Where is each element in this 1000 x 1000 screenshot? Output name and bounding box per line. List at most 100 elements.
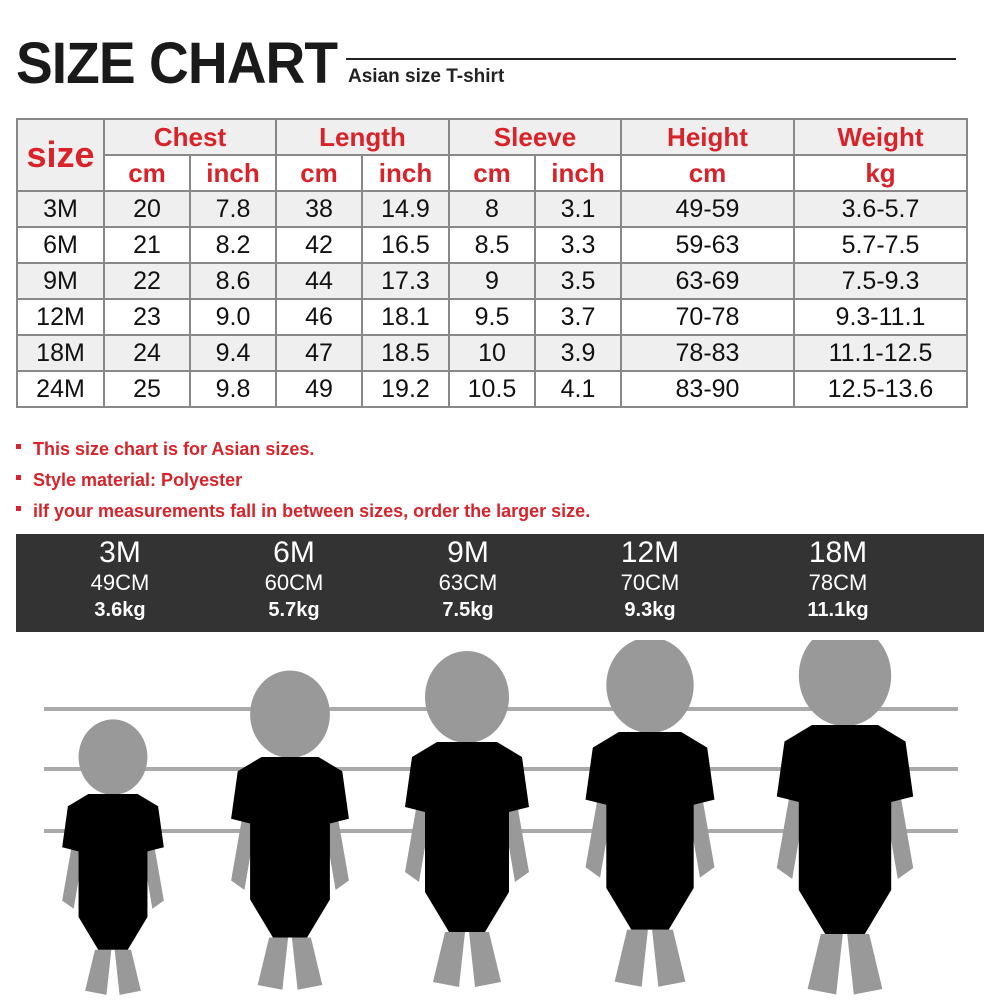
table-row: 24M 25 9.8 49 19.2 10.5 4.1 83-90 12.5-13.6: [16, 370, 968, 408]
table-cell: 10.5: [448, 370, 536, 408]
band-column: 3M 49CM 3.6kg: [50, 536, 190, 624]
height-header: Height: [620, 118, 795, 156]
table-cell: 3.3: [534, 226, 622, 264]
table-cell: 24: [103, 334, 191, 372]
table-cell: 18M: [16, 334, 105, 372]
sleeve-header: Sleeve: [448, 118, 622, 156]
band-weight: 7.5kg: [442, 599, 494, 621]
note-text: ilf your measurements fall in between si…: [33, 501, 591, 521]
table-cell: 22: [103, 262, 191, 300]
band-size: 12M: [620, 536, 680, 569]
table-cell: 9.4: [189, 334, 277, 372]
table-cell: 47: [275, 334, 363, 372]
unit-header: cm: [275, 154, 363, 192]
table-cell: 70-78: [620, 298, 795, 336]
band-column: 12M 70CM 9.3kg: [580, 536, 720, 624]
table-cell: 63-69: [620, 262, 795, 300]
bullet-icon: [16, 444, 21, 449]
table-cell: 49-59: [620, 190, 795, 228]
baby-illustration: [44, 640, 958, 995]
band-size: 9M: [447, 536, 489, 569]
band-column: 18M 78CM 11.1kg: [768, 536, 908, 624]
unit-header: inch: [189, 154, 277, 192]
band-weight: 5.7kg: [268, 599, 320, 621]
band-size: 18M: [808, 536, 868, 569]
band-size: 6M: [273, 536, 315, 569]
table-cell: 3.9: [534, 334, 622, 372]
unit-header: inch: [534, 154, 622, 192]
band-weight: 9.3kg: [624, 599, 676, 621]
size-table: size Chest Length Sleeve Height Weight c…: [16, 118, 968, 408]
table-cell: 8: [448, 190, 536, 228]
table-cell: 18.1: [361, 298, 450, 336]
table-cell: 83-90: [620, 370, 795, 408]
table-cell: 3.1: [534, 190, 622, 228]
bullet-icon: [16, 506, 21, 511]
table-cell: 38: [275, 190, 363, 228]
band-height: 70CM: [620, 570, 680, 595]
table-cell: 19.2: [361, 370, 450, 408]
size-header: size: [16, 118, 105, 192]
table-cell: 23: [103, 298, 191, 336]
notes: This size chart is for Asian sizes. Style…: [16, 437, 590, 530]
table-cell: 9M: [16, 262, 105, 300]
table-row: 18M 24 9.4 47 18.5 10 3.9 78-83 11.1-12.5: [16, 334, 968, 372]
table-cell: 18.5: [361, 334, 450, 372]
table-cell: 8.5: [448, 226, 536, 264]
table-cell: 8.2: [189, 226, 277, 264]
note: Style material: Polyester: [16, 468, 590, 499]
band-height: 60CM: [264, 570, 324, 595]
unit-header: inch: [361, 154, 450, 192]
table-cell: 7.8: [189, 190, 277, 228]
table-cell: 17.3: [361, 262, 450, 300]
subtitle: Asian size T-shirt: [348, 66, 505, 87]
band-size: 3M: [99, 536, 141, 569]
unit-header: cm: [448, 154, 536, 192]
table-cell: 12M: [16, 298, 105, 336]
band-weight: 3.6kg: [94, 599, 146, 621]
baby-silhouette: [231, 670, 349, 990]
table-cell: 42: [275, 226, 363, 264]
table-cell: 25: [103, 370, 191, 408]
table-row: 6M 21 8.2 42 16.5 8.5 3.3 59-63 5.7-7.5: [16, 226, 968, 264]
unit-header: cm: [620, 154, 795, 192]
table-cell: 5.7-7.5: [793, 226, 968, 264]
table-cell: 24M: [16, 370, 105, 408]
unit-header: cm: [103, 154, 191, 192]
table-cell: 4.1: [534, 370, 622, 408]
table-cell: 11.1-12.5: [793, 334, 968, 372]
unit-header: kg: [793, 154, 968, 192]
table-cell: 3.6-5.7: [793, 190, 968, 228]
band-height: 63CM: [438, 570, 498, 595]
note: ilf your measurements fall in between si…: [16, 499, 590, 530]
table-cell: 21: [103, 226, 191, 264]
table-cell: 10: [448, 334, 536, 372]
table-cell: 16.5: [361, 226, 450, 264]
table-cell: 6M: [16, 226, 105, 264]
table-row: 9M 22 8.6 44 17.3 9 3.5 63-69 7.5-9.3: [16, 262, 968, 300]
baby-silhouette: [585, 640, 715, 987]
bullet-icon: [16, 475, 21, 480]
band-column: 9M 63CM 7.5kg: [398, 536, 538, 624]
baby-silhouette: [776, 640, 914, 995]
table-cell: 78-83: [620, 334, 795, 372]
table-cell: 9.5: [448, 298, 536, 336]
band-height: 78CM: [808, 570, 868, 595]
band-column: 6M 60CM 5.7kg: [224, 536, 364, 624]
table-cell: 9.8: [189, 370, 277, 408]
band-weight: 11.1kg: [807, 599, 869, 621]
table-row: 3M 20 7.8 38 14.9 8 3.1 49-59 3.6-5.7: [16, 190, 968, 228]
note-text: This size chart is for Asian sizes.: [33, 439, 315, 459]
baby-silhouette: [62, 719, 164, 995]
table-cell: 3.5: [534, 262, 622, 300]
note: This size chart is for Asian sizes.: [16, 437, 590, 468]
table-cell: 44: [275, 262, 363, 300]
table-cell: 8.6: [189, 262, 277, 300]
chest-header: Chest: [103, 118, 277, 156]
page-title: SIZE CHART: [16, 31, 338, 96]
table-row: 12M 23 9.0 46 18.1 9.5 3.7 70-78 9.3-11.1: [16, 298, 968, 336]
table-cell: 9: [448, 262, 536, 300]
table-cell: 59-63: [620, 226, 795, 264]
table-cell: 49: [275, 370, 363, 408]
table-cell: 12.5-13.6: [793, 370, 968, 408]
